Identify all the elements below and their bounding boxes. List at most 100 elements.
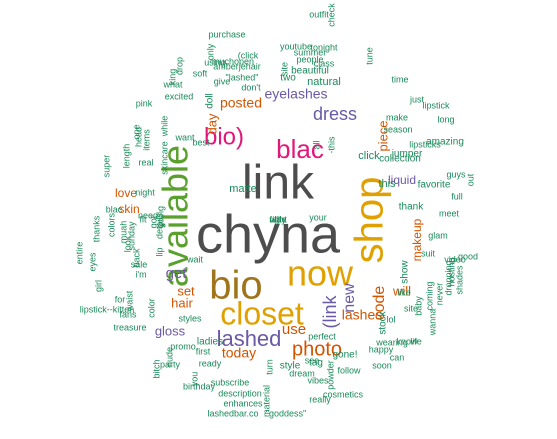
word-what: what [162, 79, 183, 89]
word-entire: entire [74, 242, 84, 265]
word-nude: nude [164, 347, 174, 367]
word-make: make [386, 112, 408, 122]
word-skincare: skincare [159, 141, 169, 175]
word-lipsticks: lipsticks [409, 139, 441, 149]
word-thanks: thanks [91, 215, 101, 242]
word-powder: powder [325, 360, 335, 390]
word-link: (link [320, 295, 340, 329]
word-thank: thank [399, 202, 424, 213]
word-using: using [204, 57, 226, 67]
word-jumper: jumper [391, 149, 423, 160]
word-click: click [358, 150, 380, 162]
word-hosting: hosting [446, 257, 456, 286]
word-outfit: outfit [309, 9, 329, 19]
word-tonight: tonight [310, 42, 338, 52]
word-this: -this [326, 136, 336, 154]
word-matte: matte [229, 183, 257, 195]
word-makeup: makeup [410, 218, 424, 261]
word-meet: meet [439, 208, 460, 218]
word-details: details [154, 212, 164, 239]
word-gloss: gloss [155, 323, 186, 338]
word-out: out [465, 173, 475, 186]
word-ready: ready [199, 358, 222, 368]
word-can: can [390, 352, 405, 362]
word-wanna: wanna [427, 309, 437, 337]
word-site: site [404, 303, 418, 313]
word-give: give [214, 76, 231, 86]
word-check: check [326, 3, 336, 27]
word-day: day [204, 113, 219, 134]
word-style: style [280, 361, 301, 372]
word-lashedbar-co: lashedbar.co [207, 408, 258, 418]
word-bio: bio [209, 264, 262, 308]
word-season: season [383, 124, 412, 134]
word-lol: lol [386, 314, 395, 324]
word-fans: fans [119, 309, 137, 319]
word-piece: piece [375, 120, 390, 151]
word-girl: girl [93, 280, 103, 292]
word-eyes: eyes [87, 252, 97, 272]
word-show: show [400, 260, 411, 284]
word-link: link [242, 157, 315, 210]
word-sale: sale [131, 259, 148, 269]
word-goddess: "goddess" [266, 408, 306, 418]
word-collection: collection [379, 154, 421, 165]
word-see: see [305, 355, 320, 365]
word-today: today [222, 345, 256, 361]
word-best: best [192, 137, 210, 147]
word-items: items [141, 129, 151, 151]
word-dream: dream [289, 368, 315, 378]
word-subscribe: subscribe [211, 377, 250, 387]
word-use: use [282, 321, 306, 338]
word-stock: stock [378, 310, 389, 334]
word-perfect: perfect [308, 331, 336, 341]
word-lip: lip [154, 247, 164, 256]
word-beautiful: beautiful [291, 66, 329, 77]
word-chyna: chyna [196, 204, 341, 264]
word-cosmetics: cosmetics [323, 389, 364, 399]
word-set: set [177, 283, 195, 298]
word-muah: muah [118, 221, 128, 244]
word-shades: shades [454, 265, 464, 295]
word-get: get [166, 265, 188, 282]
word-lashes: lashes [342, 307, 382, 323]
word-video: video [444, 254, 466, 264]
word-lashed: "lashed" [226, 72, 259, 82]
word-follow: follow [337, 365, 361, 375]
word-tag: tag [309, 358, 323, 369]
word-party: party [160, 359, 181, 369]
word-vibes: vibes [307, 375, 329, 385]
word-shop: shop [348, 177, 392, 264]
word-coming: coming [424, 281, 434, 310]
word-enhances: enhances [223, 398, 263, 408]
word-promo: promo [170, 341, 196, 351]
word-going: going [155, 206, 165, 228]
word-love: love [115, 186, 137, 200]
word-soon: soon [372, 360, 392, 370]
word-styles: styles [178, 313, 202, 323]
word-summer: summer [294, 47, 327, 57]
word-available: available [155, 145, 196, 287]
word-guys: guys [446, 169, 466, 179]
word-click: (click [238, 50, 259, 60]
word-life: life [410, 336, 422, 346]
word-want: want [174, 132, 195, 142]
word-for: for [115, 294, 126, 304]
word-back: back [131, 248, 141, 268]
word-tune: tune [364, 47, 374, 65]
word-suit: suit [421, 248, 436, 258]
word-know: know [396, 336, 418, 346]
word-birthday: birthday [183, 381, 216, 391]
word-baby: baby [413, 296, 423, 316]
word-natural: natural [307, 76, 341, 88]
word-time: time [391, 74, 408, 84]
word-eyelashes: eyelashes [264, 86, 327, 102]
word-waist: waist [124, 290, 134, 312]
word-symbol: !!! [274, 214, 282, 224]
word-now: now [287, 253, 354, 294]
word-will: will [392, 283, 411, 298]
word-favorite: favorite [418, 180, 451, 191]
word-blac: blac [106, 204, 123, 214]
word-people: people [296, 54, 323, 64]
